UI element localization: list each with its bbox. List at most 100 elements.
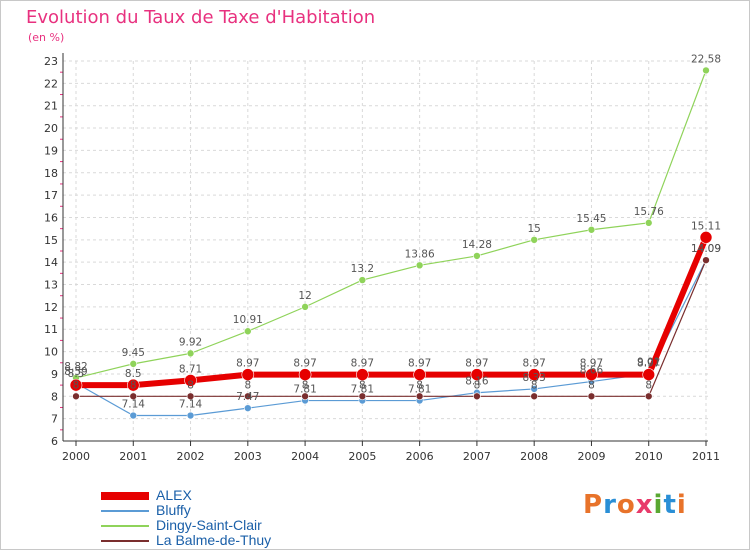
data-label: 15.45	[576, 213, 606, 225]
y-tick-label: 17	[44, 189, 58, 202]
data-point	[244, 404, 252, 412]
data-point	[473, 392, 481, 401]
data-label: 12	[298, 290, 311, 302]
data-point	[129, 411, 138, 420]
y-tick-label: 8	[51, 390, 58, 403]
y-tick-label: 7	[51, 413, 58, 426]
y-tick-label: 12	[44, 301, 58, 314]
x-tick-label: 2011	[692, 450, 720, 463]
data-label: 8.71	[179, 363, 202, 375]
legend-swatch	[101, 540, 149, 542]
data-point	[301, 392, 309, 401]
data-label: 13.2	[351, 263, 374, 275]
series-line-bluffy	[75, 259, 707, 417]
data-label: 7.81	[408, 384, 431, 396]
data-label: 7.14	[122, 399, 146, 411]
data-label: 8	[531, 379, 538, 391]
series-line-dingy-saint-clair	[75, 70, 707, 379]
data-label: 8.97	[408, 358, 431, 370]
data-point	[186, 349, 195, 358]
data-label: 8.97	[351, 358, 374, 370]
data-label: 13.86	[405, 248, 435, 260]
data-label: 8.97	[465, 358, 488, 370]
data-label: 14.09	[691, 243, 721, 255]
data-label: 8.5	[125, 368, 142, 380]
data-point	[415, 261, 424, 270]
data-label: 8.66	[580, 365, 604, 377]
data-point	[702, 66, 710, 75]
logo-letter: r	[603, 490, 617, 520]
legend-label: La Balme-de-Thuy	[156, 532, 272, 548]
legend-label: ALEX	[156, 487, 192, 503]
data-label: 9.01	[637, 357, 660, 369]
y-tick-label: 6	[51, 435, 58, 448]
data-label: 8.5	[68, 368, 85, 380]
legend-swatch	[101, 492, 149, 500]
data-point	[69, 378, 83, 392]
data-point	[527, 368, 541, 381]
data-label: 15.11	[691, 220, 721, 232]
data-label: 8	[73, 379, 80, 391]
data-point	[244, 327, 252, 336]
x-tick-label: 2003	[234, 450, 262, 463]
data-label: 8.97	[236, 358, 259, 370]
x-tick-label: 2005	[348, 450, 376, 463]
data-label: 8.97	[637, 358, 660, 370]
y-tick-label: 11	[44, 323, 58, 336]
data-label: 8	[244, 379, 251, 391]
data-label: 14.28	[462, 239, 492, 251]
data-point	[702, 256, 710, 264]
data-point	[587, 225, 596, 234]
data-point	[301, 303, 309, 311]
logo-letter: i	[653, 490, 664, 520]
data-label: 8.33	[522, 372, 545, 384]
data-label: 8	[474, 379, 481, 391]
data-label: 8	[359, 379, 366, 391]
data-point	[356, 368, 369, 381]
legend-swatch	[101, 510, 149, 512]
data-point	[186, 411, 195, 420]
data-label: 9.45	[122, 347, 145, 359]
data-point	[644, 392, 653, 401]
data-label: 8.97	[293, 358, 316, 370]
data-point	[530, 392, 538, 401]
series-line-la-balme-de-thuy	[76, 259, 707, 397]
data-point	[298, 368, 312, 381]
x-tick-label: 2004	[291, 450, 319, 463]
x-tick-label: 2006	[406, 450, 434, 463]
data-label: 8.16	[465, 376, 489, 388]
logo-letter: o	[616, 490, 636, 520]
x-tick-label: 2001	[119, 450, 147, 463]
data-label: 22.58	[691, 53, 721, 65]
y-tick-label: 13	[44, 279, 58, 292]
data-point	[587, 392, 596, 401]
data-label: 8	[645, 379, 652, 391]
y-tick-label: 18	[44, 167, 58, 180]
data-point	[129, 392, 138, 401]
x-tick-label: 2000	[62, 450, 90, 463]
data-label: 10.91	[233, 314, 263, 326]
data-label: 8.97	[522, 358, 545, 370]
data-point	[186, 392, 195, 401]
chart-title: Evolution du Taux de Taxe d'Habitation	[26, 7, 376, 28]
proxiti-logo: Proxiti	[583, 490, 687, 520]
data-point	[129, 360, 138, 368]
data-point	[241, 368, 255, 381]
logo-letter: t	[663, 490, 677, 520]
data-point	[72, 392, 80, 401]
logo-letter: P	[583, 490, 604, 520]
data-label: 8	[416, 379, 423, 391]
data-label: 15	[527, 223, 540, 235]
data-label: 8	[130, 379, 137, 391]
data-point	[642, 368, 656, 381]
data-point	[585, 368, 598, 381]
data-label: 8	[588, 379, 595, 391]
y-tick-label: 15	[44, 234, 58, 247]
x-tick-label: 2008	[520, 450, 548, 463]
x-tick-label: 2007	[463, 450, 491, 463]
data-point	[473, 252, 481, 260]
y-tick-label: 9	[51, 368, 58, 381]
y-tick-label: 14	[44, 256, 58, 269]
legend-label: Bluffy	[156, 502, 191, 518]
